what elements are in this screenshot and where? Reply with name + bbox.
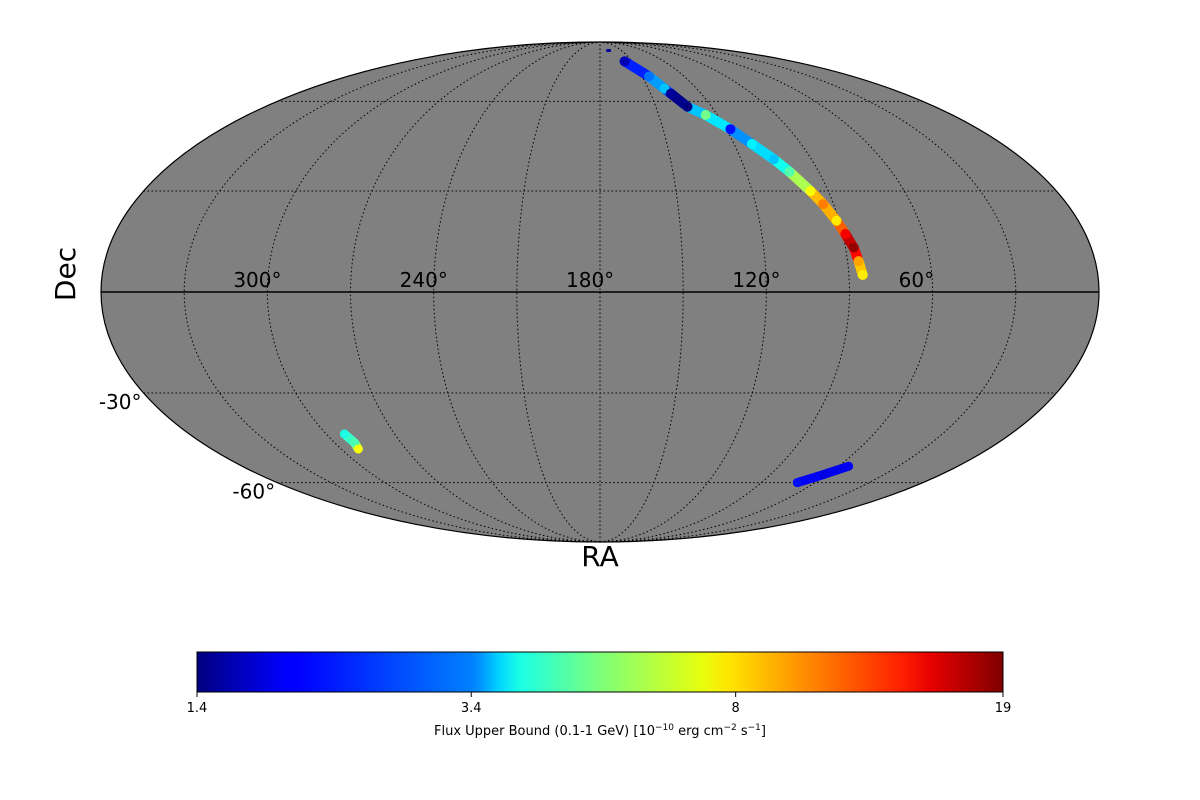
region-southern-patch-east [792,461,854,488]
region-northern-arc [619,56,868,280]
ra-tick-label: 240° [400,268,448,292]
colorbar-tick-label: 3.4 [461,701,482,716]
data-point [857,269,868,280]
colorbar-label: Flux Upper Bound (0.1-1 GeV) [10−10 erg … [434,723,766,739]
data-point [805,186,816,197]
colorbar-tick-label: 1.4 [187,701,208,716]
ra-tick-label: 60° [899,268,934,292]
x-axis-label: RA [581,540,618,573]
colorbar-tick-label: 19 [995,701,1012,716]
data-point [768,154,779,165]
ra-gridline [183,42,601,542]
data-point [818,199,829,210]
data-point [700,109,711,120]
sky-boundary [100,41,1100,543]
data-point [853,256,864,267]
data-point [619,56,630,67]
colorbar-tick-label: 8 [732,701,740,716]
data-point [784,166,795,177]
ra-tick-label: 300° [233,268,281,292]
data-point [844,461,854,471]
ra-tick-label: 180° [566,268,614,292]
data-point [353,444,363,454]
ra-gridline [599,42,1017,542]
colorbar-ticks: 1.4 3.4 8 19 [187,692,1012,716]
y-axis-label: Dec [49,247,82,301]
data-point [682,101,693,112]
ra-gridline [433,42,601,542]
data-regions [339,48,868,488]
data-point [746,138,757,149]
data-point [831,215,842,226]
colorbar [196,651,1004,693]
data-point [665,88,676,99]
data-point [848,242,859,253]
data-point [339,429,349,439]
tick-labels: 300° 240° 180° 120° 60° -30° -60° [99,268,934,504]
dec-tick-label: -60° [232,480,275,504]
data-point [725,124,736,135]
data-point [644,71,655,82]
data-point [819,470,829,480]
ra-gridline [599,42,767,542]
dec-tick-label: -30° [99,390,142,414]
data-point [840,229,851,240]
ra-gridline [516,42,601,542]
data-point [792,478,802,488]
ra-gridline [599,42,684,542]
data-segment [792,470,829,488]
region-southern-patch-west [339,429,363,454]
ra-tick-label: 120° [732,268,780,292]
